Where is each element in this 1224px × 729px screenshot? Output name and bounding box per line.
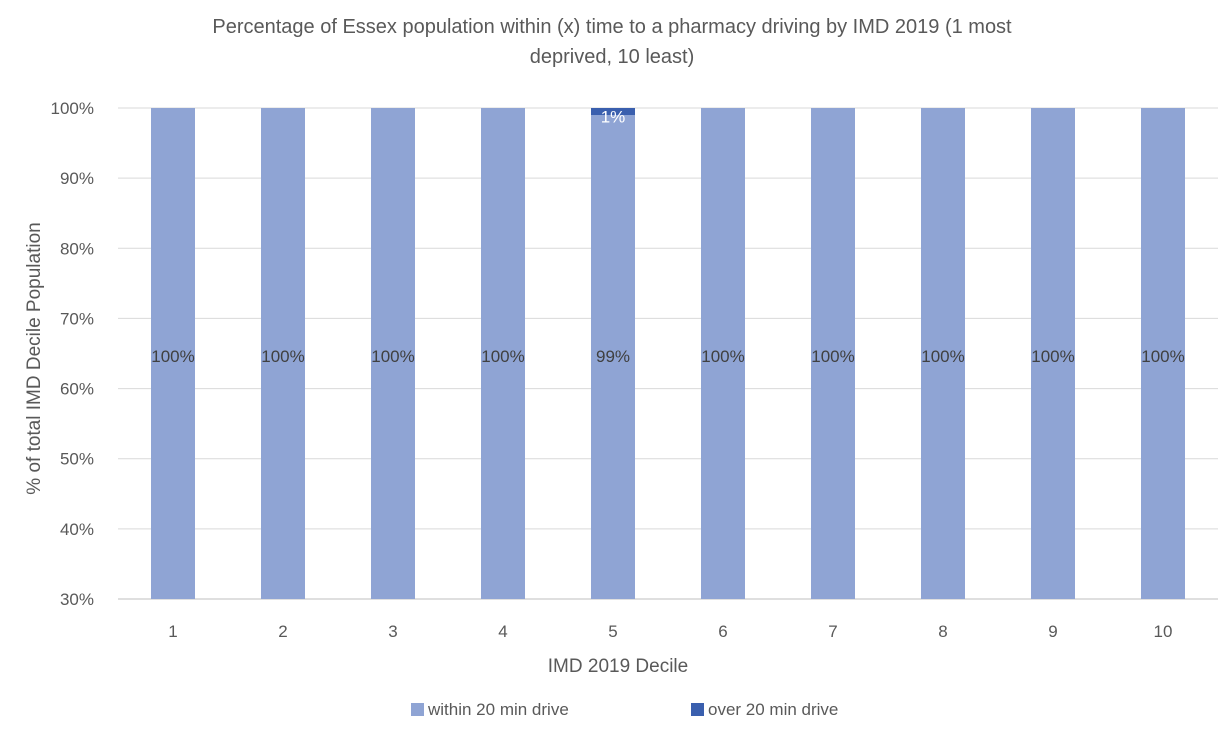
data-label: 99% xyxy=(596,347,630,366)
data-label: 100% xyxy=(921,347,964,366)
chart-title-line-1: Percentage of Essex population within (x… xyxy=(212,16,1012,38)
x-tick-label: 4 xyxy=(498,622,507,641)
x-tick-label: 1 xyxy=(168,622,177,641)
x-tick-label: 10 xyxy=(1154,622,1173,641)
bar-within-20-min xyxy=(261,108,305,599)
data-label: 100% xyxy=(811,347,854,366)
data-label: 100% xyxy=(481,347,524,366)
data-label: 1% xyxy=(601,108,626,127)
bar-within-20-min xyxy=(701,108,745,599)
bar-within-20-min xyxy=(921,108,965,599)
y-tick-label: 70% xyxy=(60,309,94,328)
bar-within-20-min xyxy=(1141,108,1185,599)
y-tick-label: 60% xyxy=(60,380,94,399)
chart-title: Percentage of Essex population within (x… xyxy=(40,12,1184,72)
y-tick-label: 80% xyxy=(60,239,94,258)
data-label: 100% xyxy=(261,347,304,366)
legend-label: over 20 min drive xyxy=(708,700,838,719)
bar-within-20-min xyxy=(151,108,195,599)
data-label: 100% xyxy=(701,347,744,366)
x-tick-label: 2 xyxy=(278,622,287,641)
data-label: 100% xyxy=(371,347,414,366)
chart-title-line-2: deprived, 10 least) xyxy=(529,46,695,68)
bar-within-20-min xyxy=(811,108,855,599)
y-axis-title: % of total IMD Decile Population xyxy=(24,222,45,494)
legend-swatch xyxy=(691,703,704,716)
bar-within-20-min xyxy=(481,108,525,599)
legend-item-over-20-min: over 20 min drive xyxy=(691,700,838,719)
x-tick-label: 3 xyxy=(388,622,397,641)
y-tick-label: 40% xyxy=(60,520,94,539)
y-tick-label: 50% xyxy=(60,450,94,469)
bar-over-20-min xyxy=(591,108,635,116)
x-tick-label: 8 xyxy=(938,622,947,641)
y-tick-label: 90% xyxy=(60,169,94,188)
bar-within-20-min xyxy=(591,115,635,599)
x-tick-label: 6 xyxy=(718,622,727,641)
data-label: 100% xyxy=(1031,347,1074,366)
y-tick-label: 30% xyxy=(60,590,94,609)
y-tick-label: 100% xyxy=(51,99,94,118)
bar-within-20-min xyxy=(371,108,415,599)
x-tick-label: 5 xyxy=(608,622,617,641)
legend-item-within-20-min: within 20 min drive xyxy=(411,700,569,719)
legend-label: within 20 min drive xyxy=(427,700,569,719)
data-label: 100% xyxy=(1141,347,1184,366)
bar-within-20-min xyxy=(1031,108,1075,599)
x-tick-label: 9 xyxy=(1048,622,1057,641)
x-axis-title: IMD 2019 Decile xyxy=(548,656,688,677)
data-label: 100% xyxy=(151,347,194,366)
legend-swatch xyxy=(411,703,424,716)
x-tick-label: 7 xyxy=(828,622,837,641)
